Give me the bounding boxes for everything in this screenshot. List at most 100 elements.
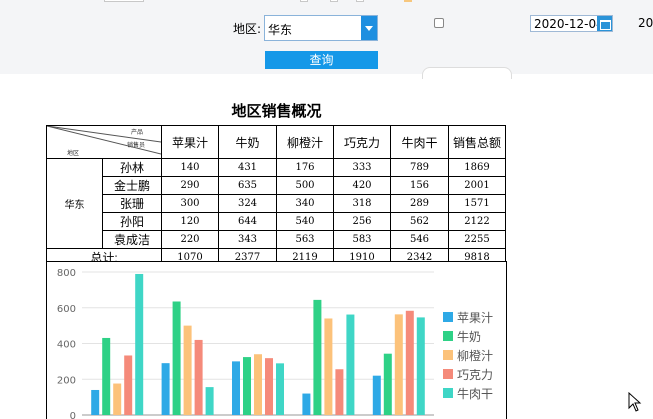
- partial-checkbox[interactable]: [300, 0, 308, 2]
- value-cell: 340: [276, 194, 334, 213]
- salesperson-cell: 金士鹏: [102, 176, 162, 195]
- chevron-down-icon[interactable]: [361, 16, 377, 40]
- legend-label: 柳橙汁: [457, 348, 493, 363]
- column-header: 柳橙汁: [276, 125, 334, 159]
- bar: [302, 393, 311, 415]
- bar: [335, 369, 344, 415]
- bar: [161, 363, 170, 415]
- column-header: 苹果汁: [161, 125, 219, 159]
- start-date-field[interactable]: 2020-12-04: [530, 15, 613, 32]
- row-total-cell: 1571: [448, 194, 506, 213]
- checkbox[interactable]: [434, 18, 444, 28]
- bar: [172, 301, 181, 415]
- value-cell: 420: [333, 176, 391, 195]
- report-title: 地区销售概况: [231, 102, 322, 120]
- region-select[interactable]: 华东: [264, 15, 378, 41]
- value-cell: 789: [390, 158, 449, 177]
- corner-salesperson-label: 销售员: [127, 142, 146, 149]
- value-cell: 289: [390, 194, 449, 213]
- value-cell: 220: [161, 230, 219, 249]
- bar: [383, 353, 392, 415]
- region-label: 地区:: [233, 22, 262, 36]
- partial-toolbar-row: [104, 0, 653, 4]
- y-tick-label: 0: [70, 411, 76, 419]
- bar: [276, 363, 284, 415]
- bar: [194, 339, 203, 415]
- bar: [243, 357, 251, 415]
- row-total-cell: 2122: [448, 212, 506, 231]
- y-tick-label: 600: [57, 304, 76, 315]
- bar: [205, 387, 214, 415]
- table-row: 金士鹏 290 635 500 420 156 2001: [47, 176, 506, 195]
- bar: [313, 299, 322, 415]
- sales-chart: 0 200 400 600 800 苹果汁 牛奶 柳橙汁 巧克力 牛肉干: [46, 261, 507, 419]
- corner-region-label: 地区: [67, 150, 80, 157]
- partial-checkbox[interactable]: [330, 0, 338, 2]
- value-cell: 583: [333, 230, 391, 249]
- region-cell: 华东: [46, 158, 103, 249]
- corner-product-label: 产品: [131, 129, 144, 136]
- corner-header-cell: 产品 销售员 地区: [46, 125, 162, 159]
- y-tick-label: 800: [57, 268, 76, 279]
- bar: [232, 361, 240, 415]
- partial-input[interactable]: [104, 0, 144, 2]
- legend-label: 巧克力: [457, 368, 493, 382]
- value-cell: 318: [333, 194, 391, 213]
- salesperson-cell: 孙林: [102, 158, 162, 177]
- collapse-handle[interactable]: [422, 67, 512, 79]
- value-cell: 431: [218, 158, 277, 177]
- table-row: 袁成洁 220 343 563 583 546 2255: [47, 230, 506, 249]
- value-cell: 500: [276, 176, 334, 195]
- end-date-value: 20: [638, 16, 653, 30]
- value-cell: 324: [218, 194, 277, 213]
- sales-table: 产品 销售员 地区 苹果汁 牛奶 柳橙汁 巧克力 牛肉干 销售总额 华东 孙林 …: [46, 125, 506, 267]
- legend-swatch: [443, 388, 453, 398]
- bar: [124, 355, 133, 415]
- start-date-value: 2020-12-04: [534, 17, 604, 31]
- partial-checkbox[interactable]: [356, 0, 364, 2]
- salesperson-cell: 袁成洁: [102, 230, 162, 249]
- legend-swatch: [443, 331, 453, 341]
- bar: [346, 314, 355, 415]
- table-row: 张珊 300 324 340 318 289 1571: [47, 194, 506, 213]
- value-cell: 176: [276, 158, 334, 177]
- legend-label: 苹果汁: [457, 311, 493, 325]
- bar: [102, 337, 111, 415]
- filter-bar: 地区: 华东 查询 2020-12-04 20: [0, 0, 653, 74]
- row-total-cell: 1869: [448, 158, 506, 177]
- legend-swatch: [443, 369, 453, 379]
- row-total-cell: 2001: [448, 176, 506, 195]
- legend-swatch: [443, 350, 453, 360]
- legend-label: 牛肉干: [457, 386, 493, 401]
- query-button[interactable]: 查询: [265, 51, 378, 69]
- column-header: 销售总额: [448, 125, 506, 159]
- value-cell: 540: [276, 212, 334, 231]
- value-cell: 644: [218, 212, 277, 231]
- table-row: 孙阳 120 644 540 256 562 2122: [47, 212, 506, 231]
- salesperson-cell: 孙阳: [102, 212, 162, 231]
- calendar-icon[interactable]: [597, 16, 612, 31]
- diagonal-lines: [47, 126, 161, 155]
- value-cell: 156: [390, 176, 449, 195]
- value-cell: 635: [218, 176, 277, 195]
- bar: [135, 273, 144, 415]
- bar: [265, 358, 273, 415]
- salesperson-cell: 张珊: [102, 194, 162, 213]
- value-cell: 300: [161, 194, 219, 213]
- table-row: 华东 孙林 140 431 176 333 789 1869: [46, 158, 506, 249]
- value-cell: 333: [333, 158, 391, 177]
- value-cell: 290: [161, 176, 219, 195]
- end-date-field[interactable]: 20: [634, 15, 653, 32]
- column-header: 巧克力: [333, 125, 391, 159]
- value-cell: 140: [161, 158, 219, 177]
- value-cell: 120: [161, 212, 219, 231]
- row-total-cell: 2255: [448, 230, 506, 249]
- y-tick-label: 400: [57, 340, 76, 351]
- region-select-value: 华东: [268, 23, 293, 37]
- legend-swatch: [443, 312, 453, 322]
- value-cell: 562: [390, 212, 449, 231]
- value-cell: 343: [218, 230, 277, 249]
- column-header: 牛奶: [218, 125, 277, 159]
- y-tick-label: 200: [57, 375, 76, 386]
